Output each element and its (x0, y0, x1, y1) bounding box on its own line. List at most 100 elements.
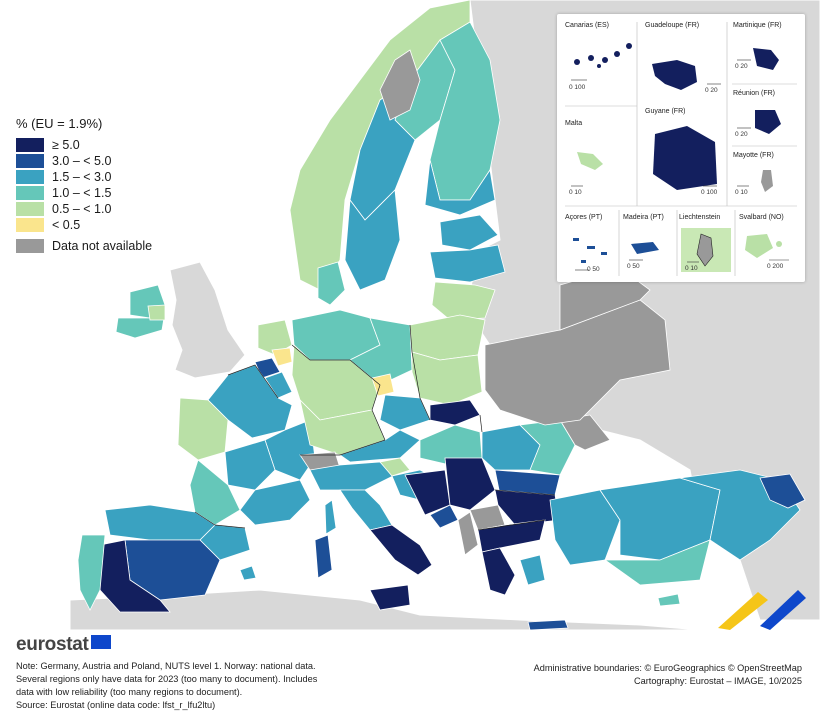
inset-dividers (565, 22, 797, 276)
inset-label-reunion: Réunion (FR) (733, 90, 776, 97)
legend-swatch (16, 138, 44, 152)
inset-label-guyane: Guyane (FR) (645, 108, 686, 115)
region-finland-south (424, 159, 496, 216)
region-estonia (439, 214, 499, 251)
scale-liechtenstein: 0 10 (685, 265, 698, 272)
legend-label: 0.5 – < 1.0 (52, 202, 112, 216)
scale-reunion: 0 20 (735, 131, 748, 138)
region-ireland-mid (147, 304, 166, 321)
region-italy-south (369, 524, 433, 576)
legend-swatch (16, 186, 44, 200)
eurostat-logo: eurostat (16, 634, 111, 656)
inset-canarias-shapes (574, 43, 632, 68)
legend-swatch (16, 154, 44, 168)
note-line: Several regions only have data for 2023 … (16, 674, 318, 684)
region-slovenia (379, 457, 411, 477)
region-netherlands-south (271, 347, 293, 367)
inset-scale-bars (571, 59, 789, 271)
legend-row: 1.0 – < 1.5 (16, 185, 186, 201)
uk-land (169, 261, 246, 379)
region-moldova (559, 414, 611, 451)
legend-swatch (16, 170, 44, 184)
inset-label-svalbard: Svalbard (NO) (739, 214, 784, 221)
legend-label: 1.0 – < 1.5 (52, 186, 112, 200)
inset-acores-shapes (573, 238, 607, 263)
region-latvia (429, 244, 506, 283)
credit-line: Administrative boundaries: © EuroGeograp… (533, 663, 802, 673)
region-denmark (317, 261, 346, 306)
region-sardinia (314, 534, 333, 579)
inset-madeira-shape (631, 242, 659, 254)
scale-acores: 0 50 (587, 266, 600, 273)
legend-row: 0.5 – < 1.0 (16, 201, 186, 217)
region-greece-islands (519, 554, 546, 586)
scale-martinique: 0 20 (735, 63, 748, 70)
inset-malta-shape (577, 152, 603, 170)
credit-line: Cartography: Eurostat – IMAGE, 10/2025 (633, 676, 802, 686)
region-turkey-south (603, 539, 711, 586)
region-italy-centre (339, 489, 393, 531)
legend-label: < 0.5 (52, 218, 81, 232)
region-balearic (239, 565, 257, 581)
credits: Administrative boundaries: © EuroGeograp… (534, 662, 802, 688)
legend-row: ≥ 5.0 (16, 137, 186, 153)
inset-mayotte-shape (761, 170, 773, 192)
region-sicily (369, 584, 411, 611)
inset-label-guadeloupe: Guadeloupe (FR) (645, 22, 700, 29)
region-albania (457, 511, 479, 556)
scale-guyane: 0 100 (701, 189, 718, 196)
region-france-south (239, 479, 311, 526)
legend-title: % (EU = 1.9%) (16, 116, 103, 131)
inset-label-martinique: Martinique (FR) (733, 22, 782, 29)
region-germany-bavaria-yellow (371, 373, 395, 397)
region-spain-south (99, 539, 171, 613)
inset-label-canarias: Canarias (ES) (565, 22, 609, 29)
legend-row: 1.5 – < 3.0 (16, 169, 186, 185)
legend-swatch (16, 218, 44, 232)
legend-na-swatch (16, 239, 44, 253)
region-poland-south (411, 351, 483, 406)
region-cyprus (657, 593, 681, 607)
region-corsica (324, 499, 337, 535)
footnote: Note: Germany, Austria and Poland, NUTS … (16, 660, 317, 712)
inset-martinique-shape (753, 48, 779, 70)
region-lithuania (431, 281, 496, 321)
legend-label: ≥ 5.0 (52, 138, 80, 152)
country-borders (194, 324, 556, 531)
inset-panel: Canarias (ES) Guadeloupe (FR) Martinique… (557, 14, 805, 282)
legend-row: < 0.5 (16, 217, 186, 233)
scale-malta: 0 10 (569, 189, 582, 196)
legend-swatch (16, 202, 44, 216)
eurostat-corner-logo (718, 590, 806, 630)
scale-canarias: 0 100 (569, 84, 586, 91)
region-turkey-northeast (759, 473, 806, 509)
region-czechia (379, 394, 431, 431)
region-poland-north (409, 314, 486, 361)
inset-label-madeira: Madeira (PT) (623, 214, 664, 221)
inset-graphics (565, 22, 797, 276)
note-line: data with low reliability (too many regi… (16, 687, 243, 697)
legend-label: 3.0 – < 5.0 (52, 154, 112, 168)
region-portugal (77, 534, 106, 611)
scale-mayotte: 0 10 (735, 189, 748, 196)
scale-madeira: 0 50 (627, 263, 640, 270)
legend-na-label: Data not available (52, 239, 153, 253)
region-greece-south (481, 547, 516, 596)
legend-na-row: Data not available (16, 239, 186, 253)
region-crete (527, 619, 569, 630)
inset-label-malta: Malta (565, 120, 583, 127)
inset-liechtenstein-shape (696, 233, 714, 267)
inset-reunion-shape (755, 110, 781, 134)
scale-guadeloupe: 0 20 (705, 87, 718, 94)
region-france-centre (224, 439, 276, 491)
eu-flag-icon (90, 635, 111, 649)
region-bulgaria (494, 489, 561, 526)
inset-label-mayotte: Mayotte (FR) (733, 152, 774, 159)
legend: % (EU = 1.9%) ≥ 5.0 3.0 – < 5.0 1.5 – < 3.… (16, 116, 186, 253)
note-line: Note: Germany, Austria and Poland, NUTS … (16, 661, 316, 671)
region-slovakia (429, 399, 481, 426)
inset-guyane-shape (653, 126, 717, 190)
inset-guadeloupe-shape (652, 60, 697, 90)
region-sweden-south (344, 189, 401, 291)
region-finland-north (379, 49, 421, 121)
